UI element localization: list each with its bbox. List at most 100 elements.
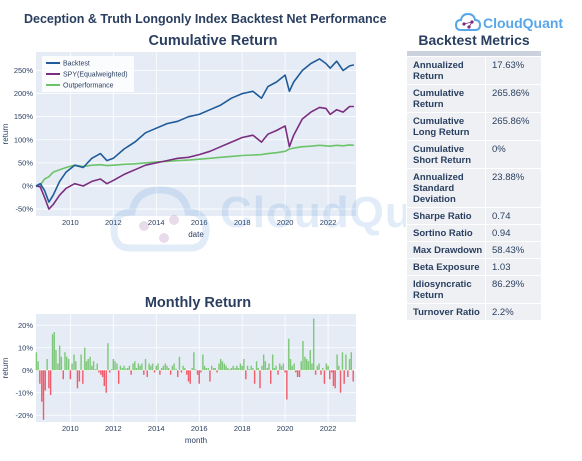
monthly-bar [253, 370, 256, 384]
monthly-bar [126, 368, 129, 371]
monthly-bar [48, 370, 50, 389]
legend-label-spy: SPY(Equalweighted) [63, 72, 128, 79]
monthly-bar [135, 368, 138, 371]
monthly-bar [243, 359, 245, 371]
metric-label: Annualized Return [406, 56, 486, 85]
metric-row-max-drawdown: Max Drawdown 58.43% [406, 241, 542, 259]
monthly-bar [318, 363, 320, 371]
monthly-bar [286, 370, 288, 400]
monthly-bar [264, 361, 267, 371]
monthly-bar [300, 361, 302, 371]
monthly-bar [350, 352, 352, 371]
monthly-bar [144, 359, 147, 371]
watermark-cloud-icon [110, 186, 210, 252]
monthly-bar [295, 370, 297, 373]
monthly-bar [248, 369, 250, 371]
monthly-bar [268, 363, 270, 371]
monthly-bar [146, 370, 148, 377]
metric-value: 1.03 [485, 258, 542, 276]
monthly-bar [173, 363, 175, 371]
metric-label: Max Drawdown [406, 241, 486, 259]
monthly-bar [101, 370, 104, 377]
metric-row-annualized-standard-deviation: Annualized Standard Deviation 23.88% [406, 168, 542, 208]
monthly-bar [148, 363, 150, 371]
monthly-bar [322, 368, 324, 371]
monthly-bar [250, 365, 252, 371]
monthly-bar [162, 365, 165, 371]
monthly-bar [128, 365, 131, 371]
monthly-bar [196, 370, 199, 375]
monthly-bar [229, 369, 231, 371]
cumulative-y-title: return [1, 124, 10, 145]
monthly-bar [291, 365, 293, 371]
monthly-bar [230, 368, 233, 371]
x-tick-label: 2020 [277, 218, 294, 227]
x-tick-label: 2010 [62, 424, 79, 433]
monthly-bar [320, 370, 322, 375]
monthly-bar [53, 332, 55, 371]
monthly-bar [237, 368, 240, 371]
monthly-bar [119, 365, 122, 371]
monthly-bar [270, 370, 272, 384]
monthly-bar [282, 363, 285, 371]
monthly-bar [338, 365, 340, 371]
monthly-bar [89, 356, 91, 371]
monthly-bar [311, 363, 313, 371]
metric-label: Annualized Standard Deviation [406, 168, 486, 208]
monthly-bar [143, 370, 145, 375]
monthly-bar [177, 370, 179, 377]
monthly-bar [164, 363, 166, 371]
monthly-bar [207, 368, 209, 371]
monthly-bar [284, 370, 286, 373]
monthly-bar [239, 363, 242, 371]
metrics-table: Annualized Return 17.63% Cumulative Return… [406, 50, 542, 321]
metric-row-sortino-ratio: Sortino Ratio 0.94 [406, 224, 542, 242]
y-tick-label: 0% [22, 366, 33, 375]
monthly-bar [232, 365, 234, 371]
monthly-bar [305, 359, 308, 371]
monthly-bar [212, 368, 215, 371]
monthly-bar [82, 370, 84, 384]
metric-value: 265.86% [485, 84, 542, 113]
monthly-bar [180, 370, 183, 373]
monthly-bar [182, 365, 184, 371]
monthly-bar [44, 370, 46, 391]
cloudquant-logo: CloudQuant [454, 12, 563, 34]
y-tick-label: 20% [18, 321, 33, 330]
series-line-outperformance [35, 144, 354, 187]
monthly-bar [108, 370, 111, 373]
monthly-bar [169, 370, 172, 375]
monthly-bars [35, 318, 354, 420]
monthly-bar [96, 363, 98, 371]
monthly-bar [103, 370, 106, 386]
monthly-bar [184, 368, 186, 371]
metric-row-cumulative-long-return: Cumulative Long Return 265.86% [406, 112, 542, 141]
y-tick-label: -50% [15, 205, 33, 214]
monthly-bar [175, 368, 177, 371]
monthly-bar [46, 359, 48, 371]
monthly-bar [87, 359, 89, 371]
monthly-y-ticks: -20% -10% 0% 10% 20% [15, 321, 33, 420]
monthly-bar [227, 368, 229, 371]
monthly-bar [205, 368, 208, 371]
monthly-bar [223, 363, 226, 371]
monthly-bar [271, 354, 274, 371]
x-tick-label: 2016 [191, 218, 208, 227]
monthly-bar [73, 354, 75, 371]
metric-value: 23.88% [485, 168, 542, 208]
monthly-bar [302, 341, 304, 371]
metric-value: 2.2% [485, 303, 542, 321]
monthly-bar [166, 365, 168, 371]
x-tick-label: 2020 [277, 424, 294, 433]
monthly-bar [69, 370, 72, 380]
monthly-bar [66, 356, 68, 371]
legend-label-outperformance: Outperformance [63, 83, 114, 90]
series-line-backtest [35, 58, 355, 203]
x-tick-label: 2010 [62, 218, 79, 227]
x-tick-label: 2016 [191, 424, 208, 433]
monthly-bar [259, 370, 261, 389]
monthly-bar [62, 370, 64, 380]
monthly-bar [64, 352, 66, 371]
monthly-bar [218, 363, 220, 371]
monthly-bar [121, 368, 124, 371]
